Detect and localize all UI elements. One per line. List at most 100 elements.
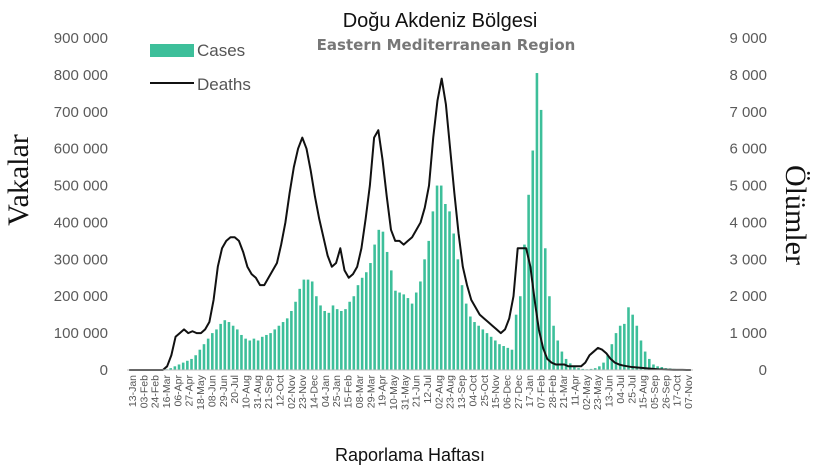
x-tick-label: 07-Feb — [535, 375, 547, 408]
y-tick-left: 400 000 — [54, 214, 108, 231]
cases-bar — [423, 259, 426, 370]
cases-bar — [227, 322, 231, 370]
cases-bar — [648, 358, 651, 370]
cases-bar — [539, 109, 543, 371]
x-tick-label: 25-Jul — [626, 375, 638, 404]
cases-bar — [444, 204, 447, 370]
y-tick-left: 0 — [100, 362, 108, 379]
cases-bar — [623, 323, 626, 370]
cases-bar — [598, 366, 601, 370]
cases-bar — [248, 340, 252, 370]
x-tick-label: 10-May — [388, 374, 400, 410]
x-tick-label: 11-Apr — [570, 375, 582, 406]
chart-title: Doğu Akdeniz Bölgesi — [343, 10, 538, 32]
cases-bar — [614, 333, 618, 370]
cases-bar — [485, 333, 489, 370]
x-tick-label: 04-Jan — [320, 375, 332, 407]
cases-bar — [186, 360, 189, 370]
cases-bar — [577, 368, 580, 370]
cases-bar — [294, 301, 297, 370]
x-tick-label: 21-Mar — [558, 375, 570, 409]
cases-bar — [194, 355, 197, 370]
cases-bar — [635, 325, 639, 370]
y-tick-right: 5 000 — [729, 178, 767, 195]
cases-bar — [315, 296, 318, 370]
cases-bar — [344, 309, 347, 370]
cases-bar — [331, 305, 335, 370]
x-tick-label: 02-Aug — [433, 375, 445, 409]
y-axis-left-label: Vakalar — [2, 134, 35, 226]
cases-bar — [352, 296, 356, 370]
cases-bar — [356, 285, 360, 370]
cases-bar — [169, 368, 172, 370]
cases-bar — [306, 279, 310, 370]
y-tick-right: 2 000 — [729, 288, 767, 305]
cases-bar — [519, 296, 522, 370]
y-tick-left: 600 000 — [54, 141, 108, 158]
cases-bar — [643, 351, 647, 370]
cases-bar — [414, 292, 418, 370]
x-tick-label: 13-Jan — [127, 375, 139, 407]
x-tick-label: 13-Sep — [456, 375, 468, 409]
cases-bar — [419, 281, 422, 370]
cases-bar — [256, 340, 260, 370]
cases-bar — [589, 368, 593, 370]
cases-bar — [581, 368, 584, 370]
cases-bar — [348, 301, 351, 370]
x-tick-label: 12-Oct — [275, 375, 287, 407]
cases-bar — [593, 368, 597, 370]
cases-bar — [498, 344, 501, 370]
cases-bar — [439, 185, 443, 370]
cases-bar — [618, 325, 622, 370]
cases-bar — [548, 296, 551, 370]
cases-bar — [464, 303, 468, 370]
cases-bar — [398, 292, 401, 370]
x-tick-label: 02-Nov — [286, 374, 298, 409]
cases-bar — [369, 263, 372, 370]
cases-bar — [389, 270, 393, 370]
x-axis-label: Raporlama Haftası — [335, 445, 485, 465]
y-tick-right: 0 — [759, 362, 767, 379]
cases-bar — [527, 194, 530, 370]
cases-bar — [560, 351, 564, 370]
cases-bar — [323, 310, 326, 370]
x-tick-label: 15-Nov — [490, 374, 502, 409]
x-tick-label: 12-Jul — [422, 375, 434, 404]
cases-bar — [340, 310, 343, 370]
cases-bar — [627, 307, 630, 370]
x-tick-label: 28-Feb — [547, 375, 559, 408]
cases-bar — [190, 358, 193, 370]
cases-bar — [335, 309, 339, 370]
x-tick-label: 21-Sep — [263, 375, 275, 409]
x-tick-label: 23-May — [592, 374, 604, 410]
cases-bar — [215, 329, 218, 370]
cases-bar — [281, 322, 285, 370]
x-tick-label: 25-Jan — [331, 375, 343, 407]
legend: Cases Deaths — [150, 41, 251, 94]
cases-bar — [277, 325, 281, 370]
x-tick-label: 04-Oct — [467, 375, 479, 407]
cases-bar — [365, 272, 368, 370]
cases-bar — [606, 355, 609, 370]
cases-bar — [252, 338, 256, 370]
x-tick-label: 10-Aug — [240, 375, 252, 409]
y-tick-left: 500 000 — [54, 178, 108, 195]
deaths-line — [129, 77, 691, 371]
x-tick-label: 24-Feb — [150, 375, 162, 408]
cases-bars — [165, 73, 693, 371]
cases-bar — [269, 333, 272, 370]
x-tick-label: 27-Apr — [184, 374, 196, 406]
cases-bar — [506, 347, 510, 370]
cases-bar — [198, 349, 202, 370]
x-tick-label: 23-Aug — [445, 375, 457, 409]
x-tick-label: 16-Mar — [161, 375, 173, 409]
cases-bar — [310, 281, 314, 370]
cases-bar — [244, 338, 247, 370]
cases-bar — [639, 340, 643, 370]
y-axis-right: 0 1 000 2 000 3 000 4 000 5 000 6 000 7 000 8 00… — [729, 30, 767, 379]
cases-bar — [448, 211, 451, 370]
cases-bar — [373, 244, 376, 370]
cases-bar — [631, 314, 634, 370]
cases-bar — [552, 325, 555, 370]
